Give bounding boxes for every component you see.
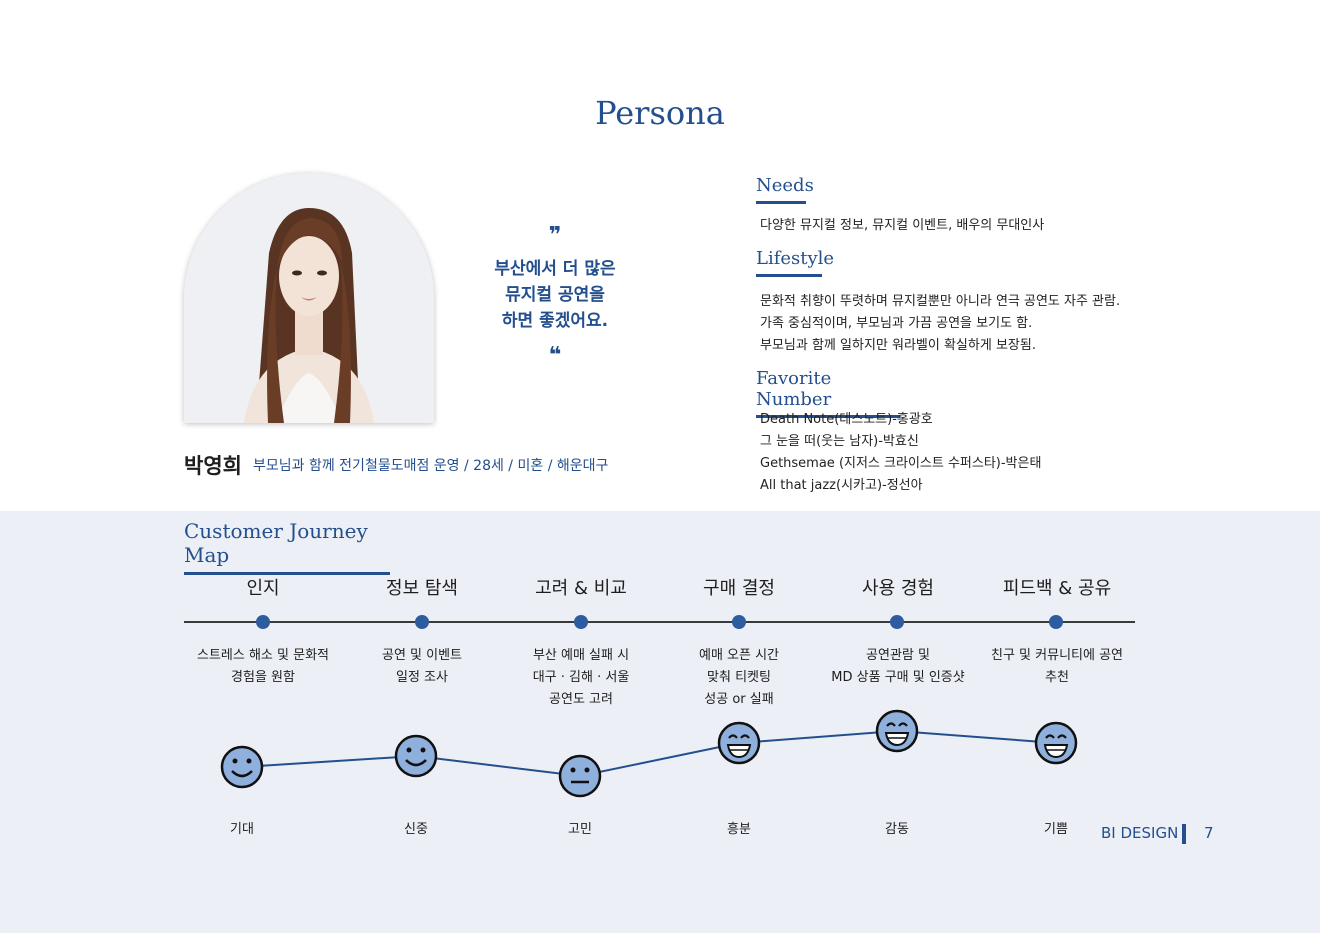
neutral-face-icon <box>558 754 602 798</box>
stage-description: 스트레스 해소 및 문화적 경험을 원함 <box>163 645 363 689</box>
smile-face-icon <box>394 734 438 778</box>
page-title: Persona <box>595 94 725 132</box>
stage-description: 공연 및 이벤트 일정 조사 <box>322 645 522 689</box>
stage-description: 예매 오픈 시간 맞춰 티켓팅 성공 or 실패 <box>639 645 839 711</box>
journey-map-title: Customer Journey Map <box>184 519 390 575</box>
emotion-label: 흥분 <box>727 822 751 837</box>
favorite-line: 그 눈을 떠(웃는 남자)-박효신 <box>760 434 919 449</box>
timeline-dot <box>256 615 270 629</box>
stage-description-line: 스트레스 해소 및 문화적 <box>197 648 329 663</box>
quote-open-icon: ❞ <box>548 223 562 248</box>
favorite-title: Favorite Number <box>756 368 900 418</box>
lifestyle-title: Lifestyle <box>756 248 834 277</box>
needs-text: 다양한 뮤지컬 정보, 뮤지컬 이벤트, 배우의 무대인사 <box>760 218 1045 233</box>
journey-map-section <box>0 511 1320 933</box>
timeline-dot <box>415 615 429 629</box>
stage-description-line: 맞춰 티켓팅 <box>707 670 771 685</box>
stage-description-line: 부산 예매 실패 시 <box>532 648 630 663</box>
stage-description: 공연관람 및 MD 상품 구매 및 인증샷 <box>798 645 998 689</box>
favorite-line: Death Note(데스노트)-홍광호 <box>760 412 933 427</box>
timeline-dot <box>1049 615 1063 629</box>
lifestyle-line: 가족 중심적이며, 부모님과 가끔 공연을 보기도 함. <box>760 316 1033 331</box>
stage-description: 부산 예매 실패 시 대구 · 김해 · 서울 공연도 고려 <box>481 645 681 711</box>
stage-description-line: 추천 <box>1045 670 1069 685</box>
timeline-dot <box>574 615 588 629</box>
persona-name: 박영희 <box>184 454 242 478</box>
persona-photo <box>184 173 434 423</box>
stage-description-line: 경험을 원함 <box>231 670 295 685</box>
footer-divider <box>1182 824 1186 844</box>
page-number: 7 <box>1204 824 1214 842</box>
emotion-label: 기쁨 <box>1044 822 1068 837</box>
stage-description-line: MD 상품 구매 및 인증샷 <box>831 670 965 685</box>
stage-label: 구매 결정 <box>703 578 775 599</box>
needs-title: Needs <box>756 175 814 204</box>
stage-description: 친구 및 커뮤니티에 공연 추천 <box>957 645 1157 689</box>
favorite-line: Gethsemae (지저스 크라이스트 수퍼스타)-박은태 <box>760 456 1042 471</box>
quote-line: 부산에서 더 많은 <box>494 259 616 279</box>
emotion-label: 감동 <box>885 822 909 837</box>
stage-label: 사용 경험 <box>862 578 934 599</box>
stage-label: 인지 <box>246 578 280 599</box>
grin-face-icon <box>875 709 919 753</box>
emotion-label: 기대 <box>230 822 254 837</box>
grin-face-icon <box>717 721 761 765</box>
grin-face-icon <box>1034 721 1078 765</box>
favorite-line: All that jazz(시카고)-정선아 <box>760 478 923 493</box>
stage-description-line: 성공 or 실패 <box>704 692 774 707</box>
stage-description-line: 예매 오픈 시간 <box>698 648 780 663</box>
timeline-dot <box>890 615 904 629</box>
stage-label: 피드백 & 공유 <box>1002 578 1112 599</box>
stage-description-line: 대구 · 김해 · 서울 <box>532 670 630 685</box>
timeline-dot <box>732 615 746 629</box>
stage-description-line: 공연관람 및 <box>866 648 930 663</box>
smile-face-icon <box>220 745 264 789</box>
quote-line: 하면 좋겠어요. <box>501 311 609 331</box>
emotion-label: 신중 <box>404 822 428 837</box>
stage-description-line: 일정 조사 <box>396 670 448 685</box>
stage-label: 고려 & 비교 <box>535 578 627 599</box>
quote-close-icon: ❝ <box>548 343 562 368</box>
lifestyle-line: 문화적 취향이 뚜렷하며 뮤지컬뿐만 아니라 연극 공연도 자주 관람. <box>760 294 1121 309</box>
persona-quote: 부산에서 더 많은 뮤지컬 공연을 하면 좋겠어요. <box>455 256 655 334</box>
stage-label: 정보 탐색 <box>386 578 458 599</box>
journey-timeline <box>184 621 1135 623</box>
quote-line: 뮤지컬 공연을 <box>505 285 605 305</box>
stage-description-line: 공연도 고려 <box>549 692 613 707</box>
stage-description-line: 공연 및 이벤트 <box>381 648 463 663</box>
stage-description-line: 친구 및 커뮤니티에 공연 <box>991 648 1123 663</box>
persona-description: 부모님과 함께 전기철물도매점 운영 / 28세 / 미혼 / 해운대구 <box>253 458 609 474</box>
emotion-label: 고민 <box>568 822 592 837</box>
footer-brand: BI DESIGN <box>1101 824 1179 842</box>
lifestyle-line: 부모님과 함께 일하지만 워라벨이 확실하게 보장됨. <box>760 338 1036 353</box>
